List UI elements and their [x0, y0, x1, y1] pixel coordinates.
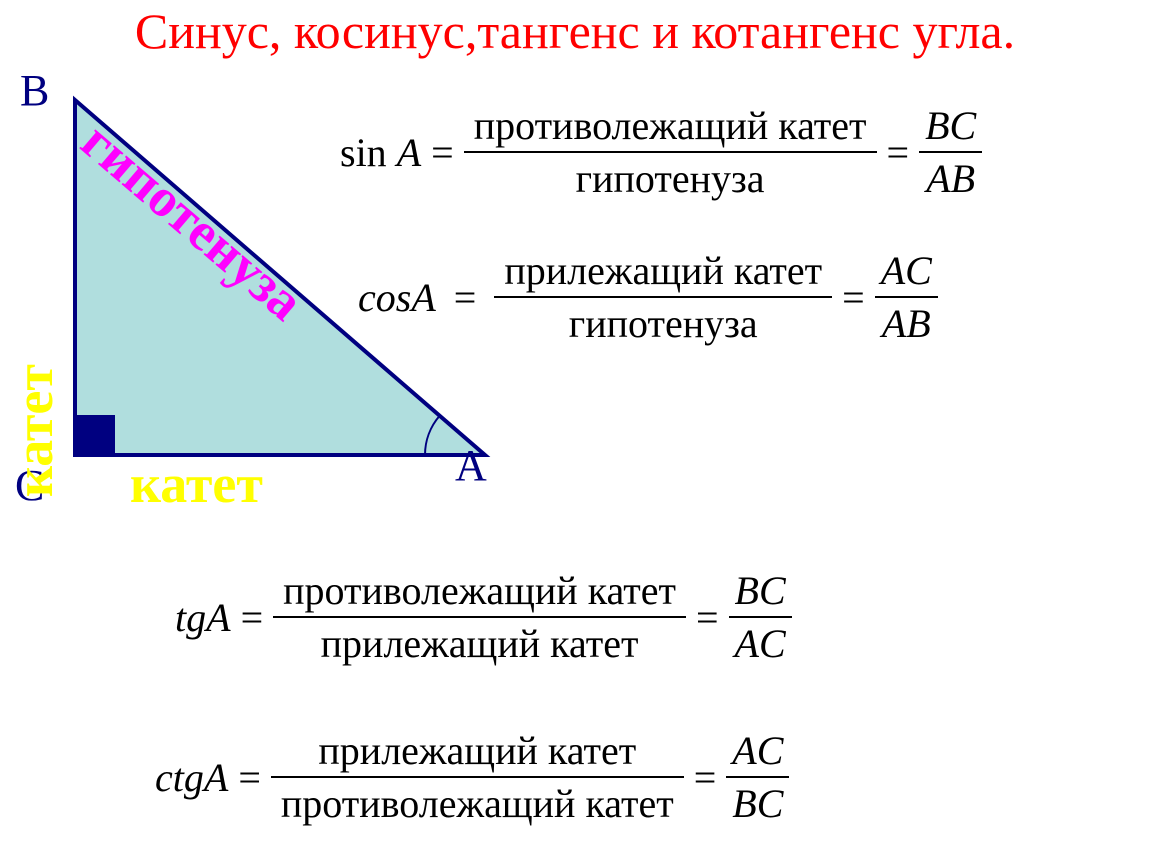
ctg-lhs: ctgA	[155, 754, 228, 801]
sin-formula: sin A = противолежащий катет гипотенуза …	[340, 100, 982, 204]
cos-formula: cosA = прилежащий катет гипотенуза = AC …	[358, 245, 938, 349]
equals-sign: =	[696, 594, 719, 641]
sin-short-fraction: BC AB	[919, 100, 982, 204]
cos-text-fraction: прилежащий катет гипотенуза	[494, 245, 832, 349]
tg-formula: tgA = противолежащий катет прилежащий ка…	[175, 565, 792, 669]
cos-lhs: cosA	[358, 274, 436, 321]
sin-lhs: sin A	[340, 129, 421, 176]
equals-sign: =	[887, 129, 910, 176]
vertex-a-label: A	[455, 440, 487, 491]
equals-sign: =	[241, 594, 264, 641]
ctg-formula: ctgA = прилежащий катет противолежащий к…	[155, 725, 789, 829]
sin-text-fraction: противолежащий катет гипотенуза	[464, 100, 877, 204]
page-title: Синус, косинус,тангенс и котангенс угла.	[0, 2, 1150, 60]
equals-sign: =	[842, 274, 865, 321]
vertex-b-label: B	[20, 65, 49, 116]
tg-lhs: tgA	[175, 594, 231, 641]
side-label-vertical: катет	[3, 364, 65, 497]
right-angle-marker	[75, 415, 115, 455]
ctg-short-fraction: AC BC	[726, 725, 789, 829]
equals-sign: =	[431, 129, 454, 176]
equals-sign: =	[454, 274, 477, 321]
tg-short-fraction: BC AC	[729, 565, 792, 669]
cos-short-fraction: AC AB	[875, 245, 938, 349]
side-label-bottom: катет	[130, 453, 263, 515]
tg-text-fraction: противолежащий катет прилежащий катет	[273, 565, 686, 669]
ctg-text-fraction: прилежащий катет противолежащий катет	[271, 725, 684, 829]
equals-sign: =	[238, 754, 261, 801]
equals-sign: =	[694, 754, 717, 801]
